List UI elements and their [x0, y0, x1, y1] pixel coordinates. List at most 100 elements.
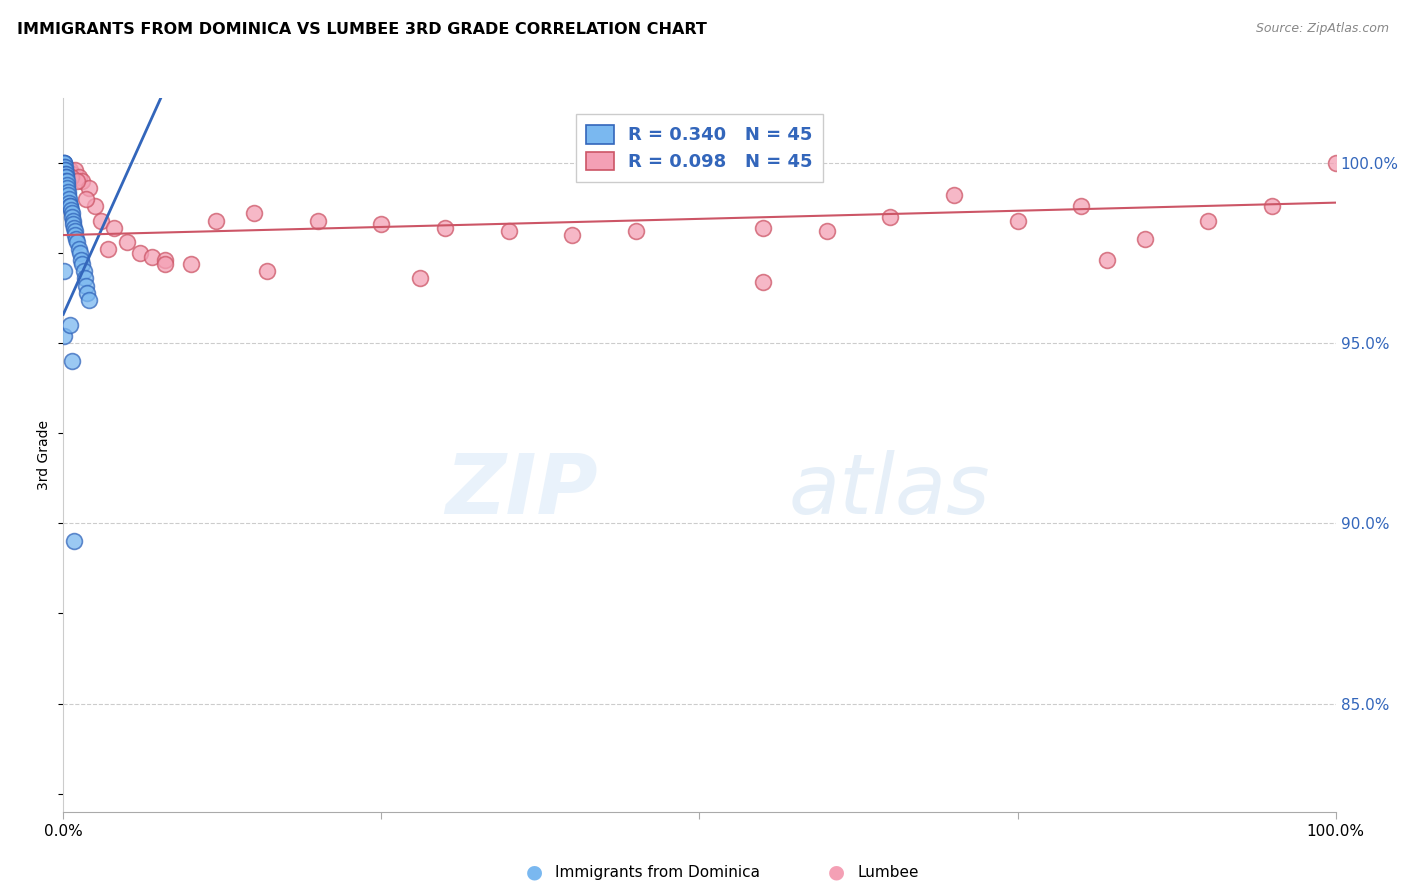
Point	[52, 156, 75, 170]
Point	[60, 210, 83, 224]
Point	[66, 235, 89, 250]
Point	[73, 271, 96, 285]
Point	[815, 224, 838, 238]
Point	[72, 257, 94, 271]
Text: Source: ZipAtlas.com: Source: ZipAtlas.com	[1256, 22, 1389, 36]
Point	[55, 163, 77, 178]
Point	[66, 174, 89, 188]
Point	[67, 243, 90, 257]
Point	[153, 257, 176, 271]
Point	[55, 170, 77, 185]
Point	[84, 199, 107, 213]
Point	[56, 174, 79, 188]
Point	[77, 181, 100, 195]
Point	[53, 163, 76, 178]
Point	[624, 224, 647, 238]
Point	[752, 220, 775, 235]
Point	[60, 167, 83, 181]
Point	[153, 253, 176, 268]
Point	[243, 206, 266, 220]
Point	[53, 160, 76, 174]
Point	[63, 163, 86, 178]
Point	[62, 217, 84, 231]
Point	[59, 199, 82, 213]
Point	[943, 188, 966, 202]
Point	[1095, 253, 1118, 268]
Point	[59, 318, 82, 333]
Point	[498, 224, 520, 238]
Point	[90, 213, 112, 227]
Point	[53, 160, 76, 174]
Point	[561, 228, 583, 243]
Point	[65, 232, 87, 246]
Point	[56, 181, 79, 195]
Point	[53, 160, 76, 174]
Point	[1070, 199, 1092, 213]
Text: ●: ●	[828, 863, 845, 882]
Point	[63, 224, 86, 238]
Point	[53, 156, 76, 170]
Point	[59, 163, 82, 178]
Point	[58, 195, 80, 210]
Point	[56, 185, 79, 199]
Point	[1007, 213, 1029, 227]
Text: Immigrants from Dominica: Immigrants from Dominica	[555, 865, 761, 880]
Point	[56, 178, 79, 192]
Point	[115, 235, 138, 250]
Point	[52, 264, 75, 278]
Point	[53, 163, 76, 178]
Point	[56, 167, 79, 181]
Point	[76, 285, 98, 300]
Point	[65, 228, 87, 243]
Point	[141, 250, 163, 264]
Point	[62, 213, 84, 227]
Point	[752, 275, 775, 289]
Point	[63, 220, 86, 235]
Point	[128, 246, 150, 260]
Point	[1133, 232, 1156, 246]
Point	[77, 293, 100, 307]
Legend: R = 0.340   N = 45, R = 0.098   N = 45: R = 0.340 N = 45, R = 0.098 N = 45	[575, 114, 824, 182]
Text: ZIP: ZIP	[446, 450, 598, 531]
Point	[434, 220, 457, 235]
Point	[307, 213, 329, 227]
Point	[370, 217, 392, 231]
Point	[408, 271, 430, 285]
Point	[59, 202, 82, 217]
Point	[63, 534, 86, 549]
Point	[55, 167, 77, 181]
Point	[59, 170, 82, 185]
Point	[1198, 213, 1220, 227]
Point	[689, 163, 711, 178]
Point	[55, 170, 77, 185]
Text: IMMIGRANTS FROM DOMINICA VS LUMBEE 3RD GRADE CORRELATION CHART: IMMIGRANTS FROM DOMINICA VS LUMBEE 3RD G…	[17, 22, 707, 37]
Point	[52, 329, 75, 343]
Point	[72, 264, 94, 278]
Point	[1261, 199, 1284, 213]
Text: atlas: atlas	[789, 450, 990, 531]
Point	[1324, 156, 1347, 170]
Text: Lumbee: Lumbee	[858, 865, 920, 880]
Point	[70, 253, 93, 268]
Point	[53, 167, 76, 181]
Point	[256, 264, 278, 278]
Point	[60, 206, 83, 220]
Point	[97, 243, 120, 257]
Point	[205, 213, 228, 227]
Point	[180, 257, 202, 271]
Point	[59, 199, 82, 213]
Point	[55, 174, 77, 188]
Point	[103, 220, 125, 235]
Point	[58, 192, 80, 206]
Point	[58, 188, 80, 202]
Text: ●: ●	[526, 863, 543, 882]
Point	[879, 210, 901, 224]
Y-axis label: 3rd Grade: 3rd Grade	[38, 420, 52, 490]
Point	[75, 192, 97, 206]
Point	[69, 246, 91, 260]
Point	[60, 354, 83, 368]
Point	[53, 156, 76, 170]
Point	[67, 170, 90, 185]
Point	[72, 174, 94, 188]
Point	[75, 278, 97, 293]
